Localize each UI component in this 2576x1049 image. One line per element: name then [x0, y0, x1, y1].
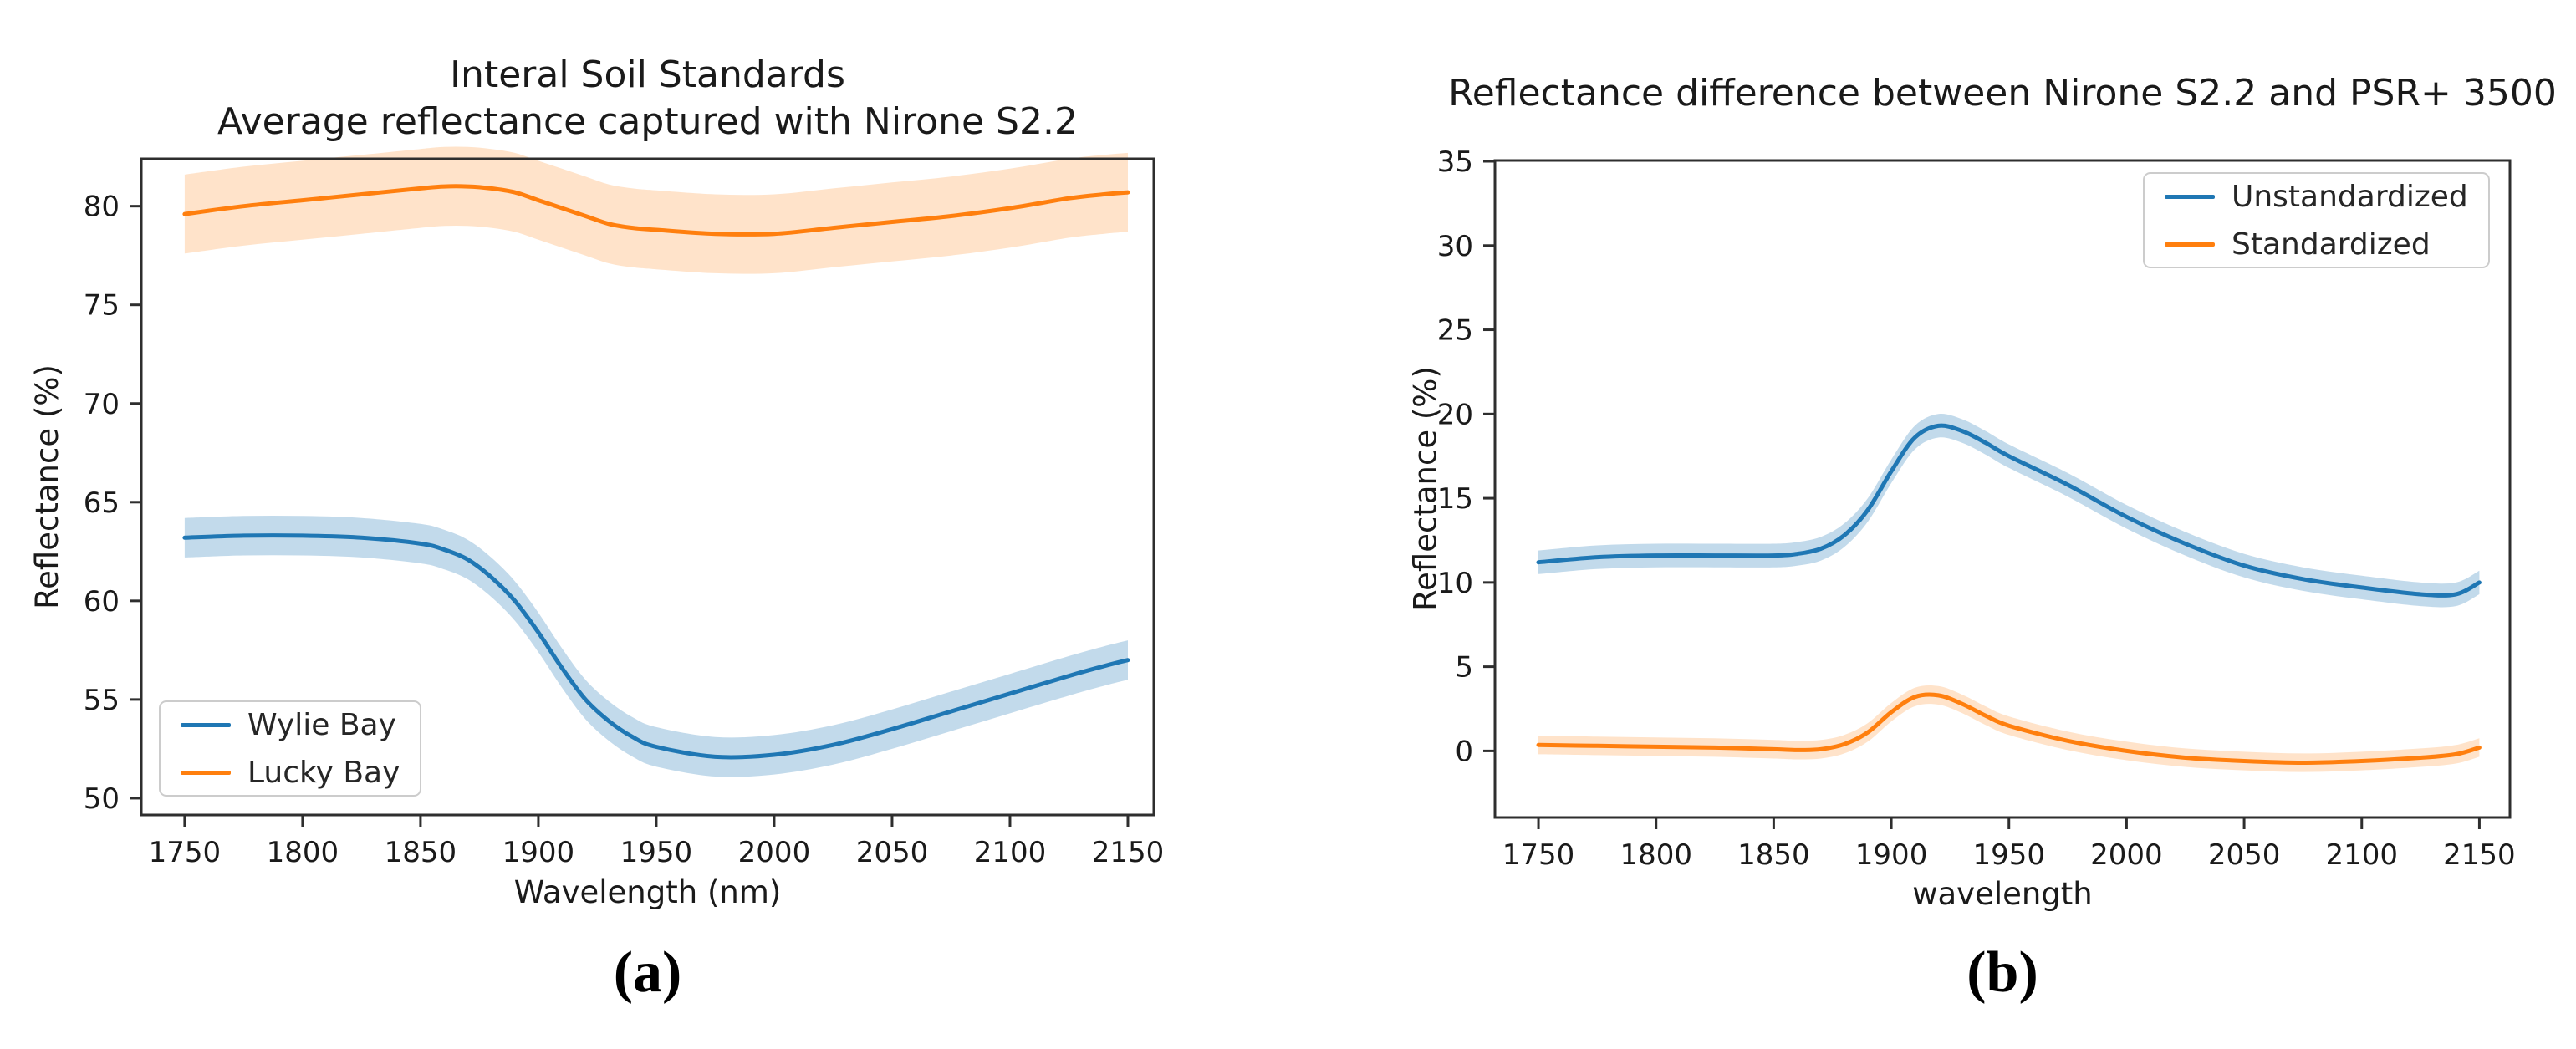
x-tick-label: 1950 — [620, 836, 693, 869]
chart-title-left-line2: Average reflectance captured with Nirone… — [217, 100, 1078, 143]
y-tick-label: 0 — [1455, 735, 1473, 768]
x-tick-label: 1900 — [1855, 838, 1928, 872]
legend-label-unstandardized: Unstandardized — [2232, 179, 2468, 214]
y-tick-label: 70 — [84, 388, 120, 421]
y-tick-label: 5 — [1455, 651, 1473, 685]
confidence-band-standardized — [1538, 685, 2480, 772]
plot-frame — [140, 157, 1155, 817]
x-tick-label: 2100 — [2325, 838, 2398, 872]
y-tick-label: 25 — [1437, 314, 1473, 348]
y-tick-label: 10 — [1437, 567, 1473, 600]
chart-svg-panel-a: 1750 1800 1850 1900 1950 2000 2050 2100 2150 50 55… — [84, 146, 1164, 869]
y-tick-label: 80 — [84, 191, 120, 224]
legend-entry-standardized: Standardized — [2165, 227, 2468, 262]
x-axis-label-right: wavelength — [1912, 876, 2093, 912]
plot-frame — [1493, 159, 2512, 819]
legend-panel-a: Wylie Bay Lucky Bay — [159, 700, 422, 797]
y-tick-label: 55 — [84, 684, 120, 717]
series-line-unstandardized — [1536, 423, 2482, 598]
x-tick-label: 1950 — [1972, 838, 2045, 872]
legend-entry-unstandardized: Unstandardized — [2165, 180, 2468, 214]
y-tick-label: 50 — [84, 782, 120, 816]
chart-title-right: Reflectance difference between Nirone S2… — [1411, 70, 2576, 117]
confidence-band-wylie-bay — [184, 516, 1128, 777]
legend-panel-b: Unstandardized Standardized — [2143, 172, 2490, 268]
y-tick-label: 65 — [84, 486, 120, 520]
subfigure-caption-b: (b) — [1966, 940, 2038, 1005]
series-line-wylie-bay — [182, 533, 1130, 760]
legend-entry-wylie-bay: Wylie Bay — [181, 708, 400, 742]
y-tick-label: 30 — [1437, 230, 1473, 263]
x-tick-label: 1750 — [149, 836, 222, 869]
chart-title-left-line1: Interal Soil Standards — [450, 53, 845, 96]
confidence-band-lucky-bay — [184, 146, 1128, 274]
x-tick-label: 1900 — [502, 836, 575, 869]
x-tick-label: 1850 — [385, 836, 457, 869]
x-tick-label: 2100 — [974, 836, 1047, 869]
x-tick-label: 1850 — [1737, 838, 1810, 872]
x-tick-label: 2050 — [856, 836, 929, 869]
legend-label-wylie-bay: Wylie Bay — [247, 707, 396, 742]
plot-area-left: 1750 1800 1850 1900 1950 2000 2050 2100 2150 50 55… — [84, 146, 1164, 869]
legend-line-swatch-standardized — [2165, 242, 2215, 247]
x-tick-label: 1800 — [1620, 838, 1692, 872]
chart-title-right-line1: Reflectance difference between Nirone S2… — [1448, 72, 2557, 115]
legend-entry-lucky-bay: Lucky Bay — [181, 756, 400, 790]
y-tick-label: 60 — [84, 585, 120, 619]
y-tick-label: 75 — [84, 289, 120, 323]
x-tick-label: 1750 — [1502, 838, 1575, 872]
plot-area-right: 1750 1800 1850 1900 1950 2000 2050 2100 2150 0 5 10… — [1437, 145, 2516, 872]
y-tick-label: 15 — [1437, 482, 1473, 516]
legend-line-swatch-lucky-bay — [181, 770, 231, 775]
y-tick-label: 35 — [1437, 145, 1473, 179]
x-axis-label-left: Wavelength (nm) — [513, 874, 782, 910]
x-tick-label: 2150 — [2443, 838, 2516, 872]
x-tick-label: 2050 — [2208, 838, 2281, 872]
chart-svg-panel-b: 1750 1800 1850 1900 1950 2000 2050 2100 2150 0 5 10… — [1437, 145, 2516, 872]
series-line-lucky-bay — [182, 184, 1130, 237]
legend-line-swatch-wylie-bay — [181, 722, 231, 727]
subfigure-caption-a: (a) — [613, 940, 682, 1005]
y-tick-label: 20 — [1437, 398, 1473, 431]
legend-line-swatch-unstandardized — [2165, 194, 2215, 199]
x-tick-label: 2150 — [1092, 836, 1165, 869]
x-tick-label: 2000 — [738, 836, 811, 869]
chart-title-left: Interal Soil Standards Average reflectan… — [141, 52, 1154, 145]
confidence-band-unstandardized — [1538, 414, 2480, 608]
legend-label-standardized: Standardized — [2232, 227, 2431, 262]
x-tick-label: 2000 — [2090, 838, 2163, 872]
x-tick-label: 1800 — [267, 836, 339, 869]
y-axis-label-left: Reflectance (%) — [29, 364, 65, 609]
series-line-standardized — [1536, 692, 2482, 766]
legend-label-lucky-bay: Lucky Bay — [247, 755, 400, 790]
